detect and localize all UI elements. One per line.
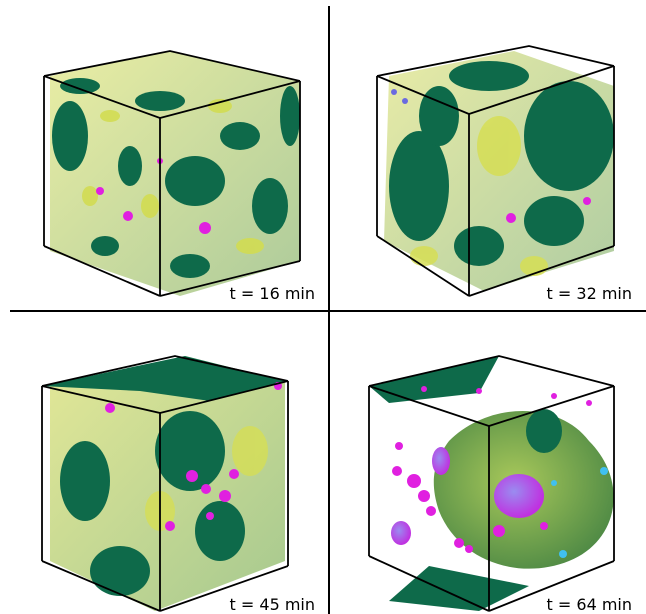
time-label: t = 64 min — [547, 595, 632, 614]
panel-t32: t = 32 min — [329, 6, 646, 311]
cube-render-t16 — [10, 6, 329, 311]
time-label: t = 45 min — [230, 595, 315, 614]
cube-render-t32 — [329, 6, 646, 311]
horizontal-divider — [10, 310, 646, 312]
figure-grid: t = 16 min — [10, 6, 646, 614]
panel-t64: t = 64 min — [329, 311, 646, 614]
time-label: t = 16 min — [230, 284, 315, 303]
time-label: t = 32 min — [547, 284, 632, 303]
cube-render-t64 — [329, 311, 646, 614]
panel-t16: t = 16 min — [10, 6, 329, 311]
cube-render-t45 — [10, 311, 329, 614]
panel-t45: t = 45 min — [10, 311, 329, 614]
